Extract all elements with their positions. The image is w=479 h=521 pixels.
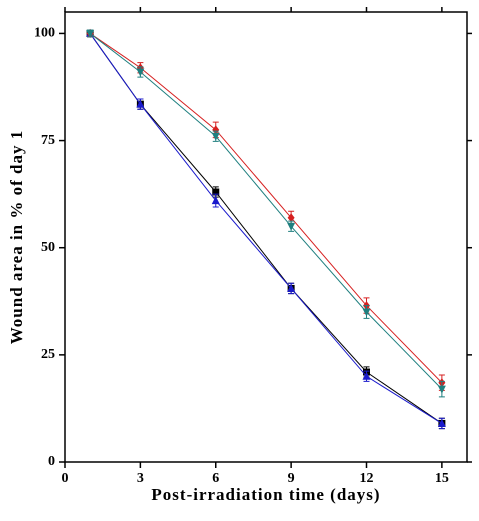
marker [437, 418, 446, 427]
series-line [89, 33, 443, 384]
y-tick-label: 25 [41, 347, 55, 362]
x-tick-label: 6 [212, 471, 219, 486]
marker [212, 125, 220, 135]
y-tick-label: 50 [41, 240, 55, 255]
marker [287, 222, 296, 231]
marker [212, 188, 220, 196]
series-line [89, 33, 443, 390]
series-line [89, 33, 443, 424]
x-tick-label: 3 [137, 471, 144, 486]
x-axis-title: Post-irradiation time (days) [151, 485, 380, 504]
marker [362, 371, 371, 380]
marker [211, 132, 220, 141]
y-tick-label: 75 [41, 133, 55, 148]
x-tick-label: 12 [360, 471, 374, 486]
x-tick-label: 15 [435, 471, 449, 486]
marker [211, 196, 220, 205]
marker [136, 99, 145, 108]
plot-frame [64, 11, 468, 463]
y-axis-title: Wound area in % of day 1 [7, 130, 26, 345]
marker [86, 29, 95, 38]
marker [287, 283, 296, 292]
y-tick-label: 100 [34, 26, 55, 41]
marker [136, 68, 145, 77]
series-line [89, 33, 443, 424]
marker [362, 308, 371, 317]
x-tick-label: 0 [62, 471, 69, 486]
x-tick-label: 9 [288, 471, 295, 486]
marker [437, 385, 446, 394]
y-tick-label: 0 [48, 454, 55, 469]
marker [287, 213, 295, 223]
